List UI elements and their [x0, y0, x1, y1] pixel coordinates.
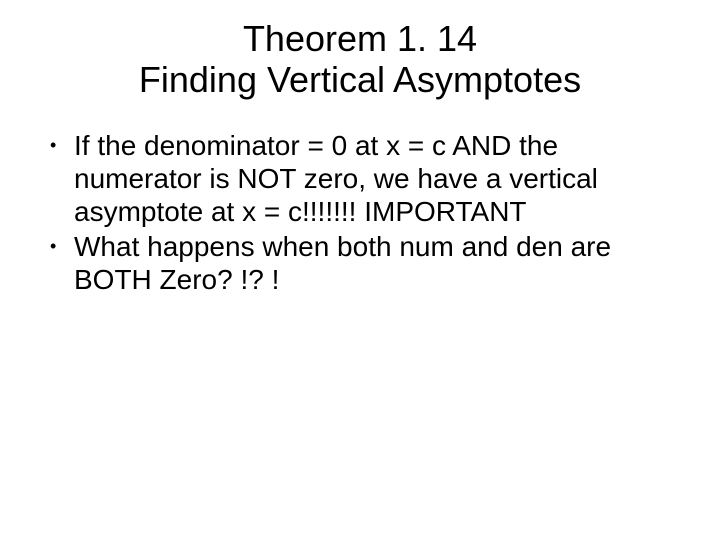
bullet-item: • What happens when both num and den are…: [48, 230, 680, 296]
bullet-item: • If the denominator = 0 at x = c AND th…: [48, 129, 680, 228]
slide: Theorem 1. 14 Finding Vertical Asymptote…: [0, 0, 720, 540]
slide-title: Theorem 1. 14 Finding Vertical Asymptote…: [0, 0, 720, 101]
bullet-text: If the denominator = 0 at x = c AND the …: [74, 129, 680, 228]
bullet-marker: •: [48, 129, 74, 162]
bullet-text: What happens when both num and den are B…: [74, 230, 680, 296]
title-line-2: Finding Vertical Asymptotes: [40, 59, 680, 100]
title-line-1: Theorem 1. 14: [40, 18, 680, 59]
slide-body: • If the denominator = 0 at x = c AND th…: [0, 101, 720, 296]
bullet-marker: •: [48, 230, 74, 263]
